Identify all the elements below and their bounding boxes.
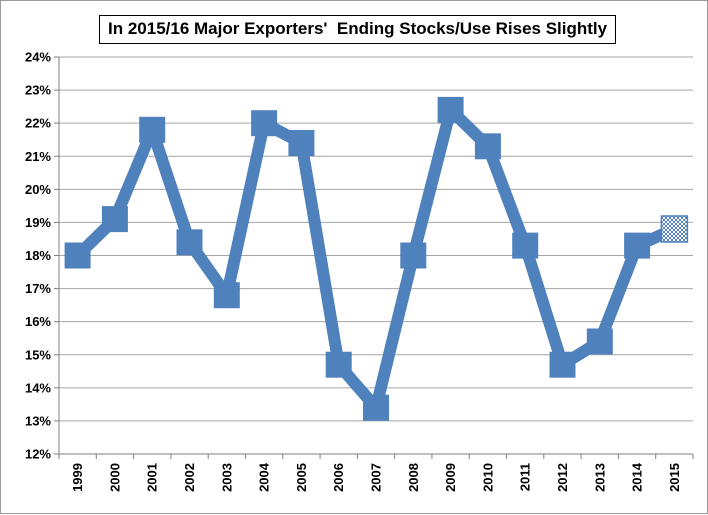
x-tick-label: 2013 [592,463,607,492]
y-tick-label: 16% [25,314,51,329]
x-tick-label: 1999 [70,463,85,492]
x-tick-label: 2007 [369,463,384,492]
series-line [73,103,677,414]
data-point-marker [325,351,352,378]
x-tick-label: 2012 [555,463,570,492]
x-tick-label: 2005 [294,463,309,492]
y-tick-label: 24% [25,50,51,65]
data-point-marker [363,394,389,421]
x-tick-label: 2003 [219,463,234,492]
data-point-marker [64,242,91,269]
x-tick-label: 2006 [331,463,346,492]
x-tick-label: 2004 [257,462,272,492]
y-tick-label: 13% [25,413,51,428]
data-point-marker [400,242,427,269]
y-tick-label: 15% [25,347,51,362]
y-tick-label: 18% [25,248,51,263]
data-point-marker [251,110,278,137]
x-tick-label: 2008 [406,463,421,492]
data-point-marker [512,232,539,259]
x-tick-label: 2000 [107,463,122,492]
x-tick-label: 2002 [182,463,197,492]
x-tick-label: 2010 [480,463,495,492]
data-point-marker [586,328,613,355]
data-point-marker [549,351,576,378]
x-tick-label: 2009 [443,463,458,492]
x-tick-label: 2015 [667,463,682,492]
x-tick-label: 2001 [145,463,160,492]
y-tick-label: 14% [25,380,51,395]
y-tick-label: 23% [25,83,51,98]
data-point-marker [437,96,464,123]
chart-title: In 2015/16 Major Exporters' Ending Stock… [99,15,617,44]
x-tick-label: 2014 [630,462,645,492]
data-point-marker [213,282,240,309]
y-tick-label: 19% [25,215,51,230]
data-point-marker [139,116,166,143]
data-point-marker [474,133,501,160]
y-tick-label: 12% [25,447,51,462]
data-point-marker [176,229,203,256]
y-tick-label: 17% [25,281,51,296]
y-tick-label: 22% [25,116,51,131]
data-point-marker [288,130,315,156]
data-point-marker [101,206,128,233]
data-point-marker [624,232,651,259]
projection-marker [660,215,689,243]
y-tick-label: 21% [25,149,51,164]
y-tick-label: 20% [25,182,51,197]
x-tick-label: 2011 [518,463,533,491]
